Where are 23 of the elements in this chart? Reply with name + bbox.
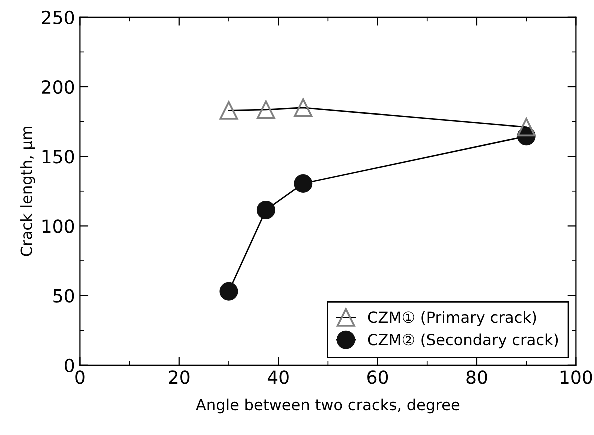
- y-tick-label: 250: [42, 10, 74, 25]
- y-tick-label: 0: [65, 358, 74, 373]
- legend-label: CZM① (Primary crack): [368, 311, 536, 326]
- y-tick-label: 100: [42, 220, 74, 234]
- x-tick-label: 60: [368, 370, 388, 384]
- point: [256, 100, 276, 120]
- x-tick-label: 40: [268, 370, 289, 384]
- legend-label: CZM② (Secondary crack): [368, 334, 558, 349]
- x-tick-label: 100: [560, 370, 592, 384]
- x-tick-label: 0: [76, 370, 85, 384]
- point: [256, 200, 276, 220]
- y-tick-label: 50: [54, 289, 74, 303]
- point: [294, 98, 313, 118]
- y-axis-title: Crack length, μm: [20, 126, 36, 256]
- x-axis-title: Angle between two cracks, degree: [196, 398, 460, 414]
- point: [294, 174, 313, 193]
- y-tick-label: 200: [42, 80, 74, 94]
- x-tick-label: 20: [169, 370, 190, 384]
- y-tick-label: 150: [42, 150, 74, 164]
- point: [220, 101, 238, 120]
- point: [220, 282, 238, 301]
- point: [517, 118, 536, 137]
- x-tick-label: 80: [466, 370, 488, 384]
